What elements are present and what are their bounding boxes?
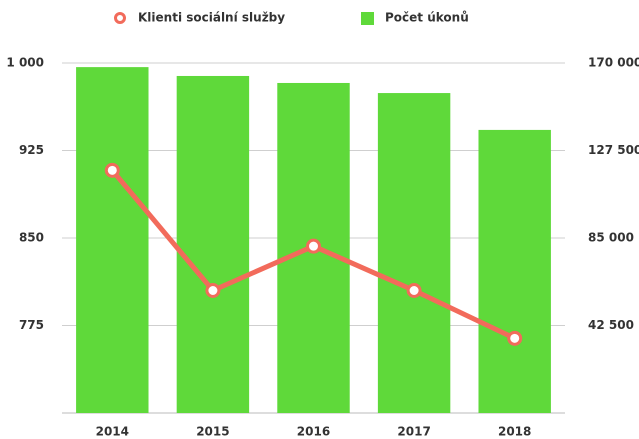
legend-label: Klienti sociální služby — [138, 11, 285, 25]
y2-tick-label: 170 000 — [588, 56, 639, 70]
y-tick-label: 925 — [19, 143, 44, 157]
legend-label: Počet úkonů — [385, 11, 469, 25]
line-marker — [406, 283, 422, 298]
x-tick-label: 2015 — [196, 425, 229, 439]
y2-tick-label: 85 000 — [588, 231, 634, 245]
x-tick-label: 2017 — [397, 425, 430, 439]
x-tick-label: 2014 — [96, 425, 129, 439]
y-tick-label: 775 — [19, 318, 44, 332]
bar — [377, 93, 451, 413]
bar — [76, 67, 149, 413]
line-marker — [306, 238, 321, 254]
line-marker — [104, 162, 120, 178]
bar — [176, 75, 250, 414]
y2-tick-label: 127 500 — [588, 143, 639, 157]
legend-marker — [114, 12, 126, 24]
y2-tick-label: 42 500 — [588, 318, 634, 332]
x-tick-label: 2016 — [297, 425, 330, 439]
y-tick-label: 1 000 — [6, 56, 44, 70]
y-tick-label: 850 — [19, 231, 44, 245]
x-tick-label: 2018 — [498, 425, 531, 439]
bar — [478, 129, 551, 414]
line-marker — [507, 330, 523, 346]
line-marker — [205, 283, 221, 298]
legend-marker — [361, 12, 374, 25]
